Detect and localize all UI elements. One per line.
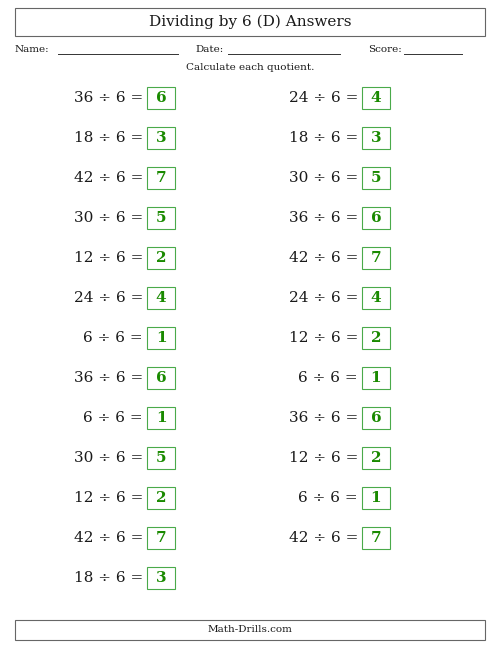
FancyBboxPatch shape [362,127,390,149]
Text: 36 ÷ 6 =: 36 ÷ 6 = [74,91,143,105]
FancyBboxPatch shape [362,367,390,389]
FancyBboxPatch shape [147,247,175,269]
Text: 42 ÷ 6 =: 42 ÷ 6 = [74,531,143,545]
FancyBboxPatch shape [147,367,175,389]
Text: 18 ÷ 6 =: 18 ÷ 6 = [74,131,143,145]
Text: 6 ÷ 6 =: 6 ÷ 6 = [84,331,143,345]
Text: 5: 5 [371,171,382,185]
Text: 1: 1 [370,491,382,505]
Text: 30 ÷ 6 =: 30 ÷ 6 = [289,171,358,185]
FancyBboxPatch shape [362,207,390,229]
Text: 36 ÷ 6 =: 36 ÷ 6 = [74,371,143,385]
Text: Dividing by 6 (D) Answers: Dividing by 6 (D) Answers [149,15,351,29]
Text: 7: 7 [156,171,166,185]
Text: 6 ÷ 6 =: 6 ÷ 6 = [298,371,358,385]
FancyBboxPatch shape [147,327,175,349]
FancyBboxPatch shape [362,87,390,109]
FancyBboxPatch shape [147,447,175,469]
Text: 1: 1 [156,411,166,425]
Text: 18 ÷ 6 =: 18 ÷ 6 = [74,571,143,585]
Text: 2: 2 [156,491,166,505]
Text: 12 ÷ 6 =: 12 ÷ 6 = [74,251,143,265]
Text: 12 ÷ 6 =: 12 ÷ 6 = [74,491,143,505]
Text: 7: 7 [370,251,382,265]
FancyBboxPatch shape [147,287,175,309]
Text: 6 ÷ 6 =: 6 ÷ 6 = [84,411,143,425]
FancyBboxPatch shape [362,487,390,509]
Text: 30 ÷ 6 =: 30 ÷ 6 = [74,451,143,465]
FancyBboxPatch shape [362,327,390,349]
Text: 1: 1 [156,331,166,345]
Text: 6: 6 [370,211,382,225]
FancyBboxPatch shape [362,247,390,269]
FancyBboxPatch shape [15,8,485,36]
FancyBboxPatch shape [15,620,485,640]
Text: 5: 5 [156,451,166,465]
FancyBboxPatch shape [147,207,175,229]
Text: 1: 1 [370,371,382,385]
Text: Math-Drills.com: Math-Drills.com [208,626,292,635]
FancyBboxPatch shape [147,487,175,509]
Text: 5: 5 [156,211,166,225]
Text: Score:: Score: [368,45,402,54]
FancyBboxPatch shape [362,287,390,309]
Text: 2: 2 [156,251,166,265]
Text: 24 ÷ 6 =: 24 ÷ 6 = [288,291,358,305]
FancyBboxPatch shape [147,567,175,589]
Text: 2: 2 [371,451,382,465]
Text: 4: 4 [370,91,382,105]
Text: 6: 6 [156,91,166,105]
FancyBboxPatch shape [147,527,175,549]
FancyBboxPatch shape [147,407,175,429]
Text: 6 ÷ 6 =: 6 ÷ 6 = [298,491,358,505]
Text: Name:: Name: [15,45,50,54]
Text: Calculate each quotient.: Calculate each quotient. [186,63,314,72]
FancyBboxPatch shape [362,407,390,429]
Text: 3: 3 [370,131,382,145]
FancyBboxPatch shape [362,527,390,549]
Text: 7: 7 [156,531,166,545]
Text: 12 ÷ 6 =: 12 ÷ 6 = [288,451,358,465]
Text: 4: 4 [370,291,382,305]
Text: 42 ÷ 6 =: 42 ÷ 6 = [288,251,358,265]
Text: 3: 3 [156,131,166,145]
Text: 6: 6 [156,371,166,385]
Text: 6: 6 [370,411,382,425]
Text: 42 ÷ 6 =: 42 ÷ 6 = [74,171,143,185]
FancyBboxPatch shape [362,167,390,189]
Text: 36 ÷ 6 =: 36 ÷ 6 = [289,411,358,425]
Text: 24 ÷ 6 =: 24 ÷ 6 = [74,291,143,305]
FancyBboxPatch shape [147,127,175,149]
Text: 18 ÷ 6 =: 18 ÷ 6 = [289,131,358,145]
Text: 24 ÷ 6 =: 24 ÷ 6 = [288,91,358,105]
Text: 36 ÷ 6 =: 36 ÷ 6 = [289,211,358,225]
Text: 42 ÷ 6 =: 42 ÷ 6 = [288,531,358,545]
Text: 3: 3 [156,571,166,585]
Text: Date:: Date: [195,45,223,54]
Text: 12 ÷ 6 =: 12 ÷ 6 = [288,331,358,345]
Text: 7: 7 [370,531,382,545]
Text: 30 ÷ 6 =: 30 ÷ 6 = [74,211,143,225]
Text: 2: 2 [371,331,382,345]
FancyBboxPatch shape [147,167,175,189]
FancyBboxPatch shape [362,447,390,469]
FancyBboxPatch shape [147,87,175,109]
Text: 4: 4 [156,291,166,305]
